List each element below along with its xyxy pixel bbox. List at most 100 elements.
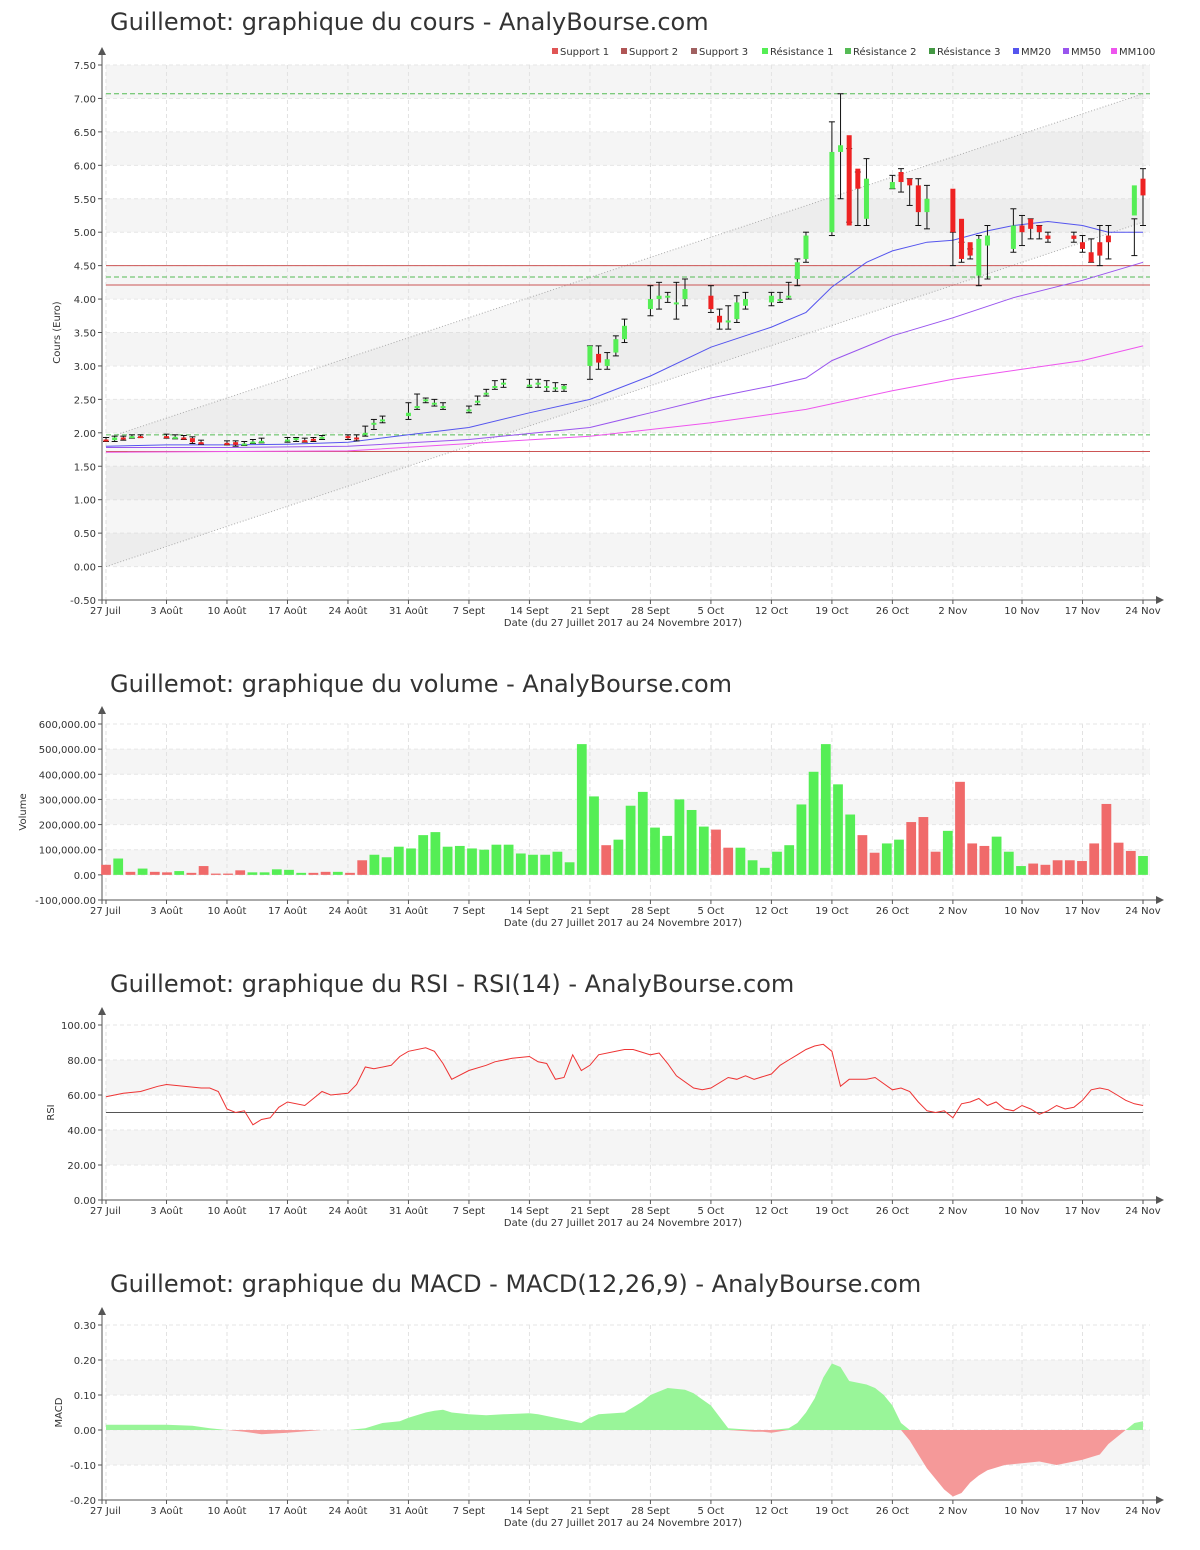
volume-bar: [186, 872, 197, 875]
rsi-band: [106, 1060, 1150, 1095]
price-y-tick-label: 5.00: [74, 228, 96, 239]
volume-bar: [576, 744, 587, 875]
legend-label: Résistance 2: [853, 46, 916, 58]
price-y-tick-label: 0.00: [74, 563, 96, 574]
price-band: [106, 466, 1150, 500]
volume-bar: [552, 851, 563, 875]
volume-x-tick-label: 17 Nov: [1065, 906, 1101, 917]
candle-body: [829, 151, 835, 233]
candle-body: [596, 353, 602, 363]
volume-y-tick-label: 100,000.00: [39, 846, 96, 857]
candle-body: [431, 402, 437, 405]
candle-body: [1010, 225, 1016, 249]
candle-body: [855, 168, 861, 189]
candle-body: [742, 299, 748, 306]
volume-bar: [637, 791, 648, 875]
rsi-x-tick-label: 12 Oct: [755, 1206, 788, 1217]
rsi-chart-title: Guillemot: graphique du RSI - RSI(14) - …: [110, 970, 795, 998]
legend-swatch: [845, 48, 851, 54]
volume-bar: [162, 872, 172, 875]
candle-body: [1080, 242, 1086, 249]
candle-body: [535, 382, 541, 385]
candle-body: [665, 295, 671, 298]
price-x-tick-label: 17 Août: [268, 605, 307, 617]
candle-body: [708, 295, 714, 310]
volume-bar: [759, 867, 770, 875]
price-y-tick-label: 1.00: [74, 496, 96, 507]
price-x-tick-label: 27 Juil: [90, 606, 121, 617]
price-x-tick-label: 12 Oct: [755, 606, 788, 617]
price-y-tick-label: 4.00: [74, 295, 96, 306]
legend-label: Résistance 1: [770, 46, 833, 58]
volume-y-tick-label: 0.00: [74, 871, 96, 882]
rsi-x-tick-label: 24 Août: [328, 1205, 367, 1217]
volume-bar: [1089, 843, 1100, 875]
candle-body: [786, 295, 792, 298]
macd-x-tick-label: 19 Oct: [815, 1506, 848, 1517]
volume-bar: [345, 872, 355, 875]
rsi-x-tick-label: 3 Août: [150, 1205, 183, 1217]
price-y-tick-label: 6.50: [74, 128, 96, 139]
volume-bar: [540, 854, 551, 875]
volume-bar: [381, 857, 392, 875]
volume-bar: [528, 854, 538, 875]
candle-body: [120, 437, 126, 440]
price-x-tick-label: 24 Août: [328, 605, 367, 617]
price-y-arrow: [98, 47, 106, 55]
volume-x-tick-label: 12 Oct: [755, 906, 788, 917]
macd-y-axis-title: MACD: [54, 1397, 65, 1427]
volume-bar: [1101, 803, 1112, 875]
volume-bar: [332, 871, 343, 875]
macd-x-tick-label: 17 Nov: [1065, 1506, 1101, 1517]
candle-body: [129, 436, 135, 439]
price-y-tick-label: 7.00: [74, 94, 96, 105]
price-y-tick-label: 5.50: [74, 195, 96, 206]
candle-body: [673, 302, 679, 305]
candle-body: [1036, 225, 1042, 233]
legend-swatch: [929, 48, 935, 54]
price-x-tick-label: 10 Nov: [1004, 606, 1040, 617]
candle-body: [561, 386, 567, 390]
macd-chart-title: Guillemot: graphique du MACD - MACD(12,2…: [110, 1270, 922, 1298]
candle-body: [423, 399, 429, 402]
candle-body: [466, 409, 472, 412]
volume-bar: [894, 839, 904, 875]
candle-body: [725, 320, 731, 323]
price-y-tick-label: 2.00: [74, 429, 96, 440]
mm50-line: [106, 261, 1144, 448]
volume-bar: [430, 832, 441, 875]
volume-bar: [723, 847, 734, 875]
price-band: [106, 265, 1150, 300]
legend-label: MM100: [1119, 47, 1155, 58]
candle-body: [717, 315, 723, 323]
volume-x-tick-label: 26 Oct: [876, 906, 909, 917]
candle-body: [163, 436, 169, 439]
volume-bar: [308, 872, 319, 875]
rsi-x-tick-label: 14 Sept: [510, 1206, 549, 1217]
volume-bar: [1016, 866, 1026, 875]
rsi-y-axis-title: RSI: [46, 1104, 57, 1120]
volume-bar: [247, 872, 258, 875]
rsi-x-tick-label: 26 Oct: [876, 1206, 909, 1217]
volume-bar: [589, 796, 599, 875]
candle-body: [112, 437, 118, 441]
candle-body: [959, 218, 965, 259]
volume-bar: [515, 853, 526, 875]
volume-bar: [1113, 842, 1124, 875]
price-y-axis-title: Cours (Euro): [52, 301, 63, 364]
legend-swatch: [762, 48, 768, 54]
volume-bar: [1077, 861, 1087, 875]
volume-bar: [137, 868, 148, 875]
volume-y-tick-label: 500,000.00: [39, 745, 96, 756]
volume-band: [106, 749, 1150, 775]
rsi-y-tick-label: 40.00: [67, 1126, 96, 1137]
candle-body: [838, 145, 844, 152]
volume-bar: [662, 835, 673, 875]
rsi-y-tick-label: 20.00: [67, 1161, 96, 1172]
candle-body: [440, 406, 446, 409]
price-y-tick-label: 0.50: [74, 529, 96, 540]
rsi-x-tick-label: 19 Oct: [815, 1206, 848, 1217]
price-y-tick-label: 3.00: [74, 362, 96, 373]
candle-body: [1045, 235, 1051, 239]
rsi-y-tick-label: 80.00: [67, 1056, 96, 1067]
